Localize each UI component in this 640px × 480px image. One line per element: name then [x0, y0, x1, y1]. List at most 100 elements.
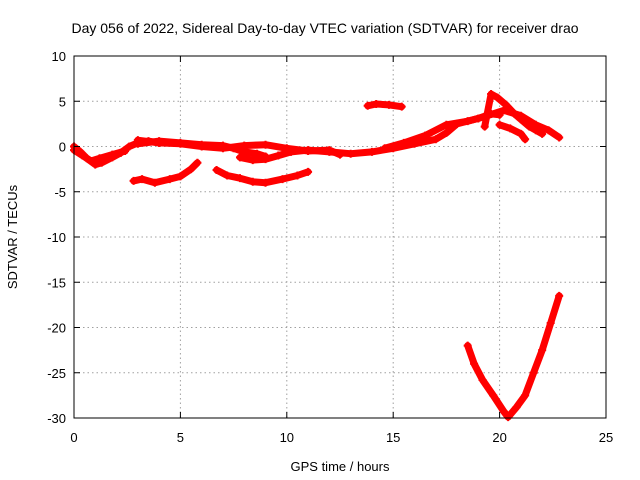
series-arc-j	[480, 90, 547, 138]
data-point	[501, 100, 510, 109]
y-tick-label: -30	[47, 411, 66, 426]
data-point	[176, 172, 185, 181]
data-point	[248, 156, 257, 165]
data-point	[165, 175, 174, 184]
y-tick-label: 0	[59, 140, 66, 155]
y-tick-label: -15	[47, 275, 66, 290]
data-point	[367, 147, 376, 156]
data-point	[121, 147, 130, 156]
data-point	[278, 175, 287, 184]
data-point	[531, 126, 540, 135]
chart-title: Day 056 of 2022, Sidereal Day-to-day VTE…	[71, 20, 578, 36]
x-axis-label: GPS time / hours	[291, 459, 390, 474]
y-tick-label: -5	[54, 185, 66, 200]
data-point	[363, 101, 372, 110]
series-arc-f	[212, 166, 313, 187]
data-point	[380, 144, 389, 153]
x-tick-label: 10	[280, 430, 294, 445]
series-arc-k	[495, 120, 530, 144]
data-point	[293, 171, 302, 180]
data-point	[150, 178, 159, 187]
data-point	[78, 151, 87, 160]
data-point	[538, 129, 547, 138]
data-point	[397, 102, 406, 111]
data-point	[125, 142, 134, 151]
data-point	[495, 120, 504, 129]
data-point	[187, 165, 196, 174]
data-point	[235, 174, 244, 183]
data-point	[223, 171, 232, 180]
data-point	[510, 109, 519, 118]
data-point	[521, 391, 530, 400]
data-point	[384, 100, 393, 109]
data-point	[529, 368, 538, 377]
series-trace	[496, 121, 529, 143]
data-point	[87, 156, 96, 165]
y-tick-label: -10	[47, 230, 66, 245]
data-point	[499, 407, 508, 416]
data-point	[463, 117, 472, 126]
data-point	[399, 138, 408, 147]
data-point	[287, 147, 296, 156]
series-trace	[464, 292, 563, 421]
data-point	[555, 291, 564, 300]
series-arc-e	[129, 158, 202, 187]
data-point	[304, 167, 313, 176]
data-point	[516, 129, 525, 138]
data-point	[129, 176, 138, 185]
y-tick-label: -25	[47, 366, 66, 381]
data-point	[261, 178, 270, 187]
data-point	[95, 154, 104, 163]
data-point	[218, 144, 227, 153]
data-point	[325, 147, 334, 156]
data-point	[421, 131, 430, 140]
y-tick-label: -20	[47, 321, 66, 336]
x-tick-label: 5	[177, 430, 184, 445]
data-point	[155, 138, 164, 147]
data-point	[372, 99, 381, 108]
data-point	[431, 135, 440, 144]
data-point	[504, 413, 513, 422]
y-tick-label: 10	[52, 49, 66, 64]
data-point	[442, 120, 451, 129]
x-tick-label: 25	[599, 430, 613, 445]
series-arc-i	[363, 99, 406, 111]
data-point	[489, 391, 498, 400]
data-point	[525, 122, 534, 131]
data-point	[478, 375, 487, 384]
data-point	[248, 177, 257, 186]
data-point	[546, 318, 555, 327]
data-point	[212, 166, 221, 175]
data-point	[138, 175, 147, 184]
data-point	[516, 115, 525, 124]
grid-lines	[74, 56, 606, 418]
data-point	[512, 403, 521, 412]
data-point	[133, 136, 142, 145]
axis-ticks: 0 5 10 15 20 25 -30 -25 -20 -15 -10 -5 0 5 10	[47, 49, 613, 445]
data-point	[346, 149, 355, 158]
x-tick-label: 20	[492, 430, 506, 445]
data-point	[261, 155, 270, 164]
data-point	[470, 359, 479, 368]
data-point	[235, 153, 244, 162]
series-arc-l	[463, 291, 564, 422]
data-point	[108, 150, 117, 159]
data-point	[544, 126, 553, 135]
data-point	[487, 90, 496, 99]
data-point	[304, 146, 313, 155]
data-point	[538, 346, 547, 355]
series-trace	[364, 100, 406, 111]
data-point	[506, 124, 515, 133]
data-point	[521, 135, 530, 144]
data-point	[463, 341, 472, 350]
data-point	[493, 93, 502, 102]
series-arc-g	[235, 109, 504, 165]
data-series	[70, 90, 564, 422]
data-point	[240, 141, 249, 150]
data-point	[261, 140, 270, 149]
data-point	[555, 133, 564, 142]
data-point	[274, 151, 283, 160]
data-point	[480, 122, 489, 131]
x-tick-label: 0	[70, 430, 77, 445]
